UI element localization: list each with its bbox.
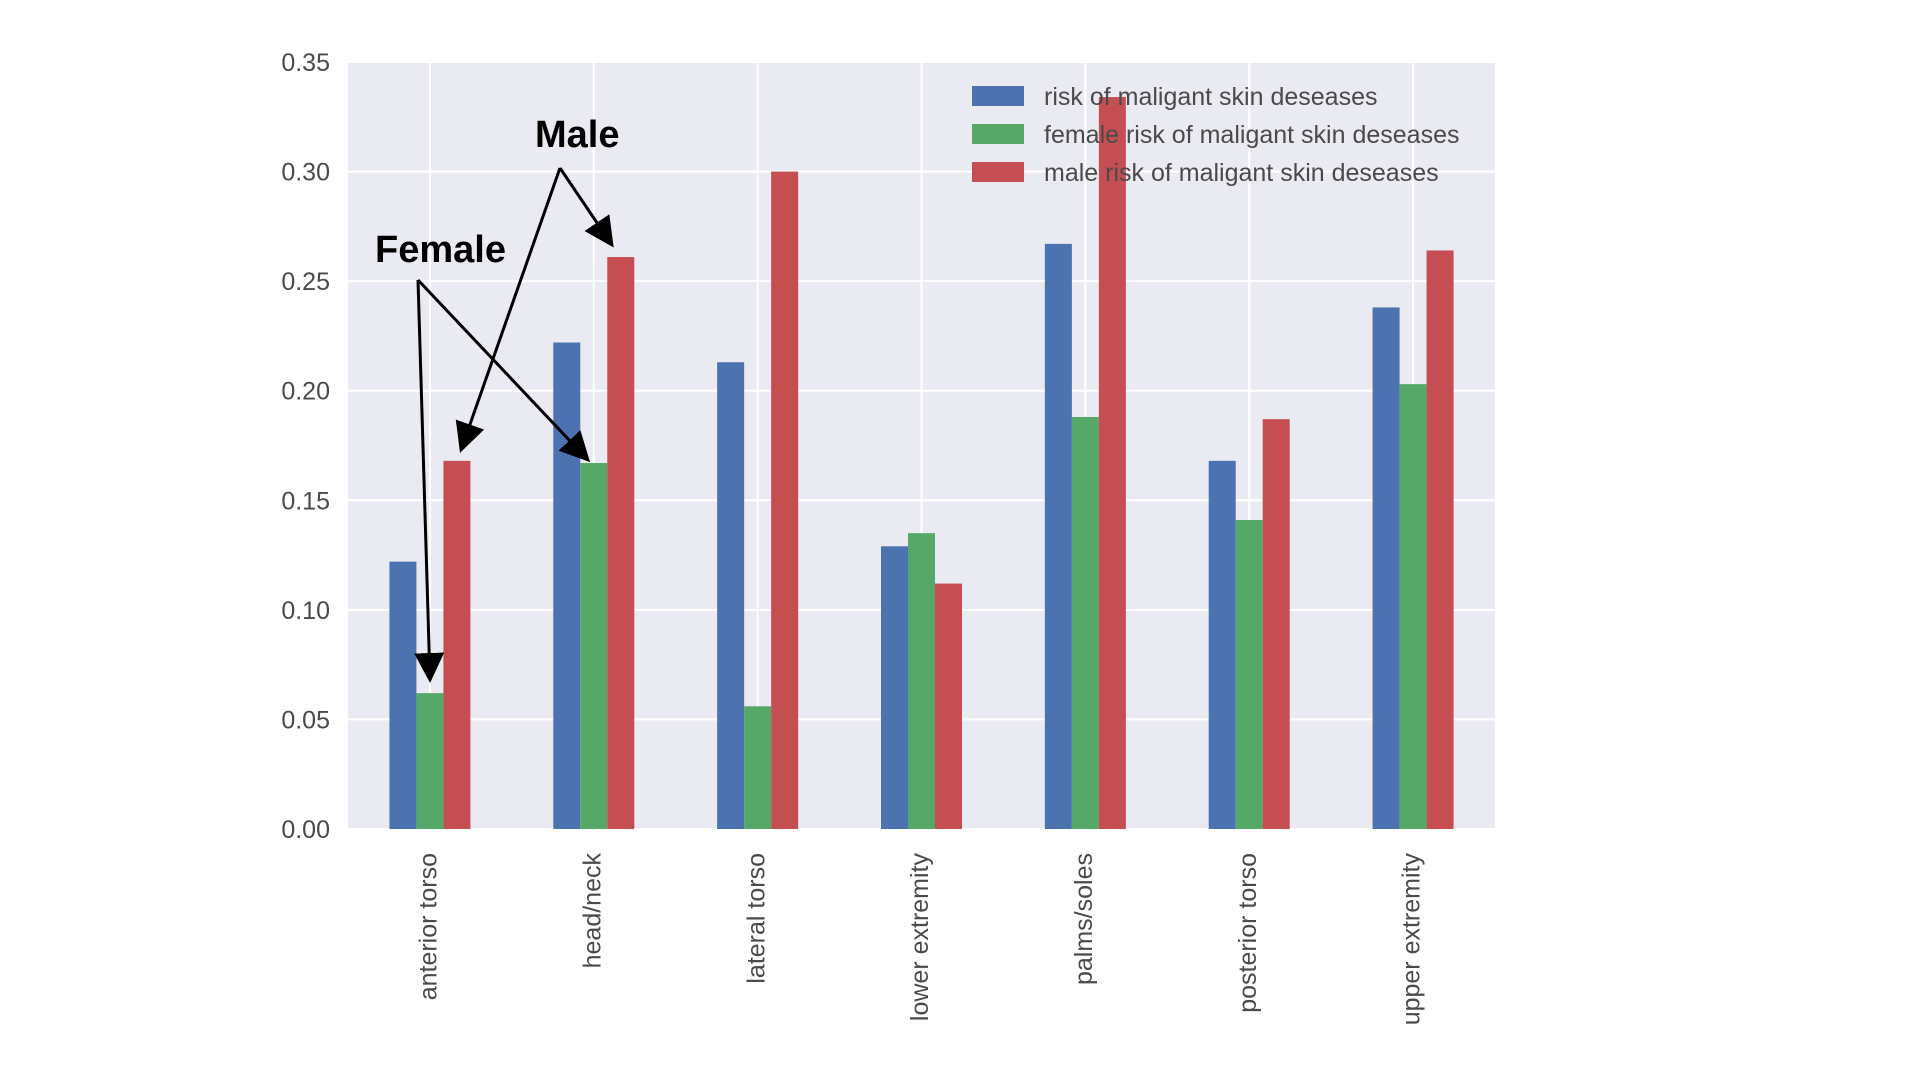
bar-female xyxy=(1399,384,1427,829)
legend: risk of maligant skin deseases female ris… xyxy=(972,83,1459,187)
bar-male xyxy=(935,583,962,829)
bar-male xyxy=(1426,250,1454,829)
bar-male xyxy=(771,171,799,830)
bar-overall xyxy=(881,546,908,829)
male-arrow-anterior-torso xyxy=(455,167,562,453)
y-tick-label: 0.25 xyxy=(281,268,330,296)
x-tick-label: lateral torso xyxy=(742,853,770,984)
male-arrow-headneck xyxy=(558,167,614,248)
bars xyxy=(389,97,1454,830)
x-tick-label: anterior torso xyxy=(415,853,443,1000)
bar-female xyxy=(416,693,444,829)
x-tick-label: palms/soles xyxy=(1070,853,1098,985)
legend-label: male risk of maligant skin deseases xyxy=(1044,159,1439,187)
bar-female xyxy=(744,706,772,829)
legend-label: risk of maligant skin deseases xyxy=(1044,83,1377,111)
y-tick-label: 0.35 xyxy=(281,49,330,77)
annotations: Male Female xyxy=(375,114,619,683)
y-tick-label: 0.05 xyxy=(281,706,330,734)
female-arrow-headneck xyxy=(416,278,591,463)
bar-female xyxy=(1235,520,1263,829)
bar-female xyxy=(1071,417,1099,829)
bar-overall xyxy=(717,362,745,829)
y-axis-ticks: 0.00 0.05 0.10 0.15 0.20 0.25 0.30 0.35 xyxy=(281,49,330,844)
y-tick-label: 0.00 xyxy=(281,816,330,844)
legend-swatch xyxy=(972,124,1024,144)
y-tick-label: 0.15 xyxy=(281,487,330,515)
female-arrow-anterior-torso xyxy=(414,279,445,683)
legend-swatch xyxy=(972,86,1024,106)
x-axis-ticks: anterior torso head/neck lateral torso lowe… xyxy=(415,853,1426,1026)
y-tick-label: 0.10 xyxy=(281,597,330,625)
bar-male xyxy=(607,257,635,830)
bar-overall xyxy=(1372,307,1400,829)
y-tick-label: 0.30 xyxy=(281,159,330,187)
legend-label: female risk of maligant skin deseases xyxy=(1044,121,1459,149)
x-tick-label: head/neck xyxy=(578,853,606,969)
bar-overall xyxy=(389,561,417,829)
bar-male xyxy=(1098,97,1126,829)
bar-male xyxy=(1262,419,1290,829)
bar-male xyxy=(443,460,471,829)
bar-overall xyxy=(553,342,581,829)
female-annotation: Female xyxy=(375,229,506,271)
bar-female xyxy=(908,533,935,829)
x-tick-label: posterior torso xyxy=(1234,853,1262,1013)
bar-overall xyxy=(1044,243,1072,830)
bar-overall xyxy=(1208,460,1236,829)
x-tick-label: upper extremity xyxy=(1398,853,1426,1026)
x-tick-label: lower extremity xyxy=(906,853,934,1022)
bar-female xyxy=(580,463,608,829)
y-tick-label: 0.20 xyxy=(281,378,330,406)
male-annotation: Male xyxy=(535,114,619,156)
legend-swatch xyxy=(972,162,1024,182)
